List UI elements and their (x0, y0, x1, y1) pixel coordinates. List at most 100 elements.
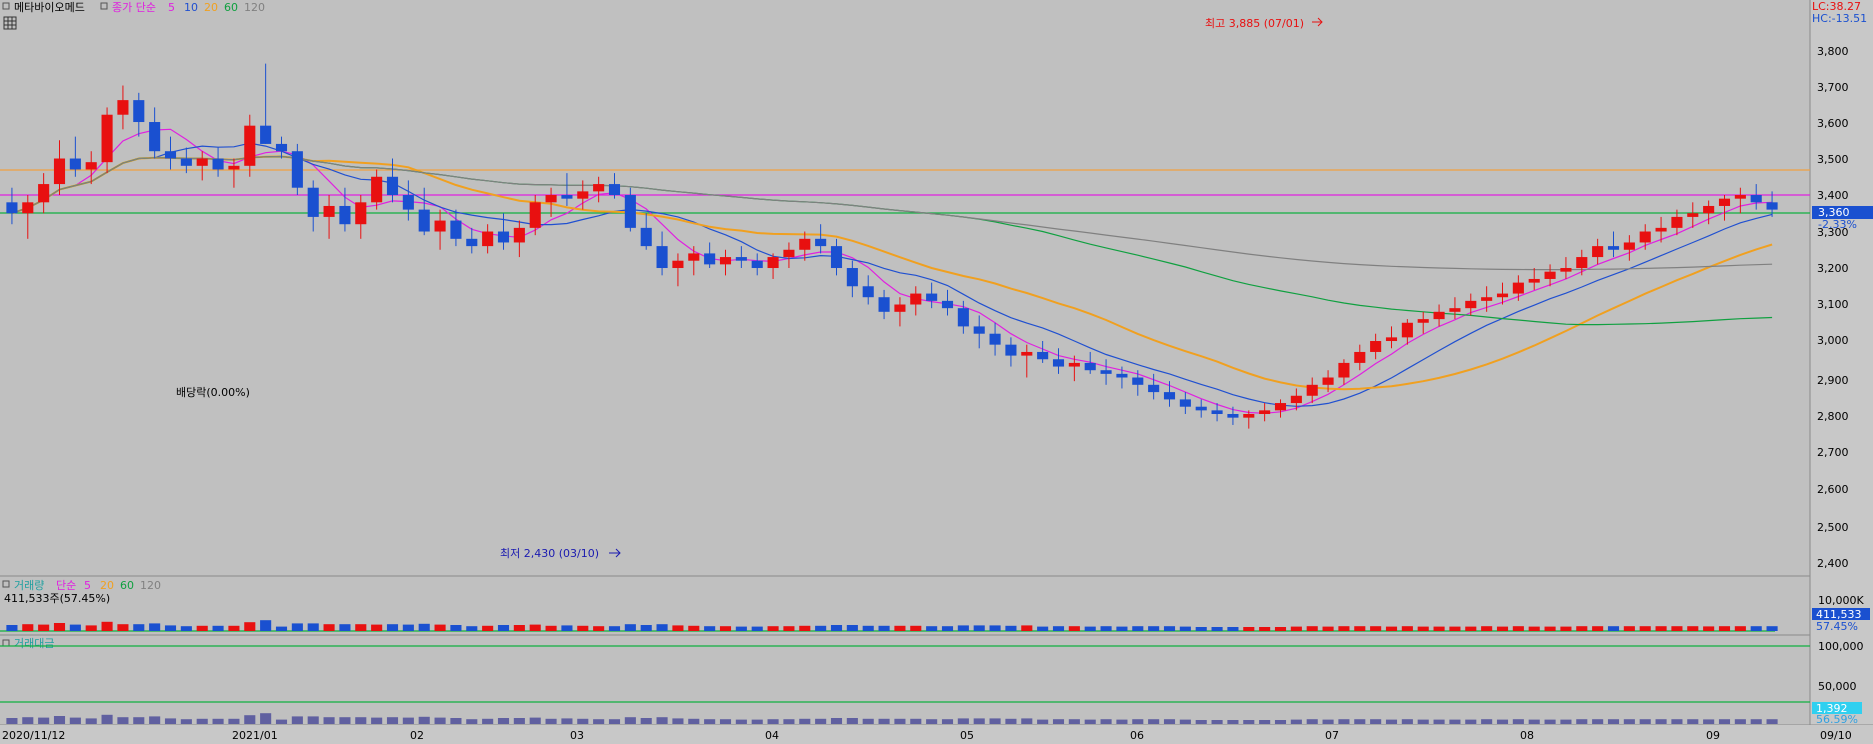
candle-body (149, 122, 161, 152)
amount-bar (1592, 719, 1604, 724)
volume-bar (894, 625, 906, 631)
volume-bar (1322, 626, 1334, 631)
volume-bar (69, 624, 81, 631)
candle-body (1306, 384, 1318, 396)
ma-5-label: 5 (168, 1, 175, 14)
amount-bar (1718, 719, 1731, 724)
current-price: 3,360 (1818, 206, 1850, 219)
x-label-02: 02 (410, 729, 424, 742)
candle-body (1528, 278, 1540, 283)
candle-body (862, 286, 874, 298)
amount-bar (291, 716, 303, 724)
volume-bar (1528, 626, 1540, 631)
hc-label: HC:-13.51 (1812, 12, 1867, 25)
volume-bar (434, 624, 446, 631)
candle-body (1132, 377, 1144, 385)
x-label-09: 09 (1706, 729, 1720, 742)
vol-ma-120: 120 (140, 579, 161, 592)
candle-body (1290, 395, 1302, 404)
volume-bar (1037, 626, 1049, 631)
volume-bar (910, 625, 922, 631)
volume-bar (989, 625, 1001, 631)
amount-bar (1401, 719, 1413, 724)
candle-body (688, 253, 700, 261)
panel-collapse-icon[interactable] (2, 2, 10, 10)
volume-pct: 57.45% (1816, 620, 1858, 633)
amount-bar (1496, 719, 1509, 724)
volume-bar (22, 624, 34, 631)
amount-bar (85, 718, 97, 724)
candle-body (1512, 282, 1524, 294)
amount-bar (339, 717, 351, 724)
volume-bar (1655, 626, 1667, 631)
amount-bar (1734, 719, 1746, 724)
amount-bar (910, 718, 922, 724)
candle-body (339, 205, 351, 225)
volume-bar (1433, 626, 1445, 631)
volume-bar (38, 624, 50, 631)
amount-bar (751, 719, 763, 724)
amount-y-tick-100000: 100,000 (1818, 640, 1864, 653)
x-label-05: 05 (960, 729, 974, 742)
volume-bar (1068, 626, 1080, 631)
volume-bar (1671, 626, 1683, 631)
volume-bars (6, 620, 1778, 631)
candle-body (783, 249, 795, 258)
volume-bar (751, 626, 763, 631)
ma-10-label: 10 (184, 1, 198, 14)
amount-bar (1116, 719, 1128, 724)
volume-bar (117, 624, 129, 631)
volume-bar (133, 624, 145, 631)
candle-body (101, 114, 113, 163)
amount-bar (1163, 719, 1176, 724)
candle-body (402, 195, 414, 210)
amount-bar (1179, 719, 1191, 724)
candle-body (704, 253, 716, 265)
candle-body (1417, 319, 1429, 323)
amount-bar (783, 719, 795, 724)
volume-bar (593, 626, 605, 631)
amount-bar (529, 717, 541, 724)
candle-body (1401, 322, 1413, 338)
amount-bar (1354, 719, 1366, 724)
amount-bar (244, 715, 256, 724)
volume-bar (1417, 626, 1429, 631)
candle-body (1243, 414, 1255, 418)
candle-body (593, 184, 605, 192)
volume-bar (624, 624, 636, 631)
candle-body (1354, 351, 1366, 363)
amount-bar (260, 713, 272, 724)
candle-body (640, 227, 652, 247)
ma-120-line (11, 155, 1773, 271)
amount-bar (6, 718, 18, 724)
grid-toggle-icon[interactable] (3, 16, 17, 30)
amount-bars (6, 713, 1778, 724)
volume-settings-icon[interactable] (2, 580, 10, 588)
volume-bar (1512, 626, 1524, 631)
current-price-box (1812, 206, 1873, 219)
x-label-2021-01: 2021/01 (232, 729, 278, 742)
amount-bar (1211, 720, 1223, 724)
candle-body (307, 187, 319, 217)
volume-bar (1163, 626, 1176, 631)
candle-body (1465, 300, 1477, 309)
candle-body (561, 195, 573, 199)
y-tick-3000: 3,000 (1817, 334, 1849, 347)
amount-bar (656, 717, 668, 724)
candle-body (656, 246, 668, 269)
candle-body (529, 202, 541, 228)
candle-body (1623, 242, 1635, 250)
volume-bar (1401, 626, 1413, 631)
volume-bar (640, 625, 652, 631)
candle-body (1766, 202, 1778, 210)
volume-bar (719, 626, 732, 631)
amount-settings-icon[interactable] (2, 639, 10, 647)
amount-bar (149, 716, 161, 724)
amount-bar (1322, 719, 1334, 724)
amount-bar (815, 718, 827, 724)
amount-bar (545, 718, 557, 724)
volume-bar (672, 625, 684, 631)
volume-bar (482, 625, 494, 631)
y-tick-3400: 3,400 (1817, 189, 1849, 202)
ma-settings-icon[interactable] (100, 2, 108, 10)
